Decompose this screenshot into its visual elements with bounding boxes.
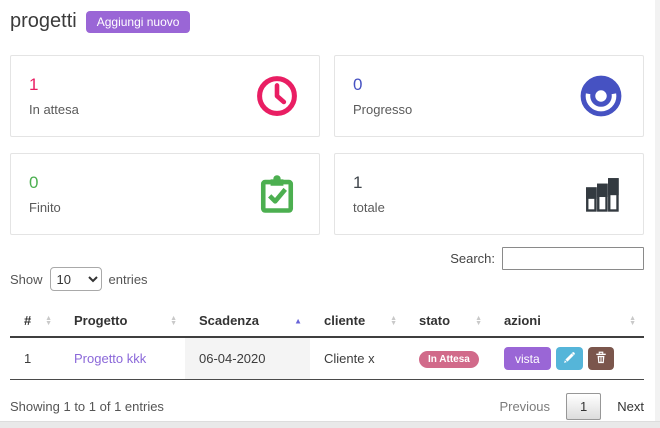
search-label: Search: — [450, 251, 495, 266]
stat-cards: 1 In attesa 0 Progresso — [10, 55, 644, 235]
trash-icon — [595, 351, 607, 367]
client-cell: Cliente x — [310, 337, 405, 380]
finished-label: Finito — [29, 200, 61, 215]
total-label: totale — [353, 200, 385, 215]
sort-icon: ▲ ▼ — [170, 314, 177, 327]
table-header-row: # ▲ ▼ Progetto ▲ ▼ Scadenza ▲ cliente ▲ ▼ s… — [10, 305, 644, 338]
sort-icon: ▲ ▼ — [475, 314, 482, 327]
sort-icon: ▲ ▼ — [629, 314, 636, 327]
row-index: 1 — [10, 337, 60, 380]
delete-button[interactable] — [587, 347, 614, 370]
stat-card-progress: 0 Progresso — [334, 55, 644, 137]
table-footer: Showing 1 to 1 of 1 entries Previous 1 N… — [10, 393, 644, 420]
stat-card-finished: 0 Finito — [10, 153, 320, 235]
page-length-select[interactable]: 10 — [49, 267, 102, 291]
project-link[interactable]: Progetto kkk — [74, 351, 147, 366]
deadline-cell: 06-04-2020 — [185, 337, 310, 380]
page-title: progetti — [10, 10, 77, 32]
finished-count: 0 — [29, 173, 39, 192]
column-header-scadenza[interactable]: Scadenza ▲ — [185, 305, 310, 338]
pencil-icon — [563, 351, 576, 367]
bar-chart-icon — [579, 172, 623, 216]
horizontal-scrollbar[interactable] — [0, 421, 660, 428]
pending-label: In attesa — [29, 102, 79, 117]
clock-icon — [255, 74, 299, 118]
column-header-cliente[interactable]: cliente ▲ ▼ — [310, 305, 405, 338]
projects-table: # ▲ ▼ Progetto ▲ ▼ Scadenza ▲ cliente ▲ ▼ s… — [10, 305, 644, 380]
page-length-control: Show 10 entries — [10, 267, 148, 291]
vertical-scrollbar[interactable] — [655, 0, 660, 421]
status-badge: In Attesa — [419, 350, 479, 368]
column-header-progetto[interactable]: Progetto ▲ ▼ — [60, 305, 185, 338]
previous-page-button[interactable]: Previous — [499, 399, 551, 414]
show-label: Show — [10, 271, 43, 287]
table-row: 1 Progetto kkk 06-04-2020 Cliente x In A… — [10, 337, 644, 380]
pagination: Previous 1 Next — [499, 393, 644, 420]
total-count: 1 — [353, 173, 363, 192]
sort-asc-icon: ▲ — [294, 316, 302, 325]
column-header-stato[interactable]: stato ▲ ▼ — [405, 305, 490, 338]
sort-icon: ▲ ▼ — [45, 314, 52, 327]
search-input[interactable] — [502, 247, 644, 270]
progress-circle-icon — [579, 74, 623, 118]
progress-count: 0 — [353, 75, 363, 94]
view-button[interactable]: vista — [504, 347, 551, 370]
stat-card-total: 1 totale — [334, 153, 644, 235]
pending-count: 1 — [29, 75, 39, 94]
entries-info: Showing 1 to 1 of 1 entries — [10, 399, 164, 414]
column-header-azioni[interactable]: azioni ▲ ▼ — [490, 305, 644, 338]
page-number-button[interactable]: 1 — [566, 393, 602, 420]
column-header-index[interactable]: # ▲ ▼ — [10, 305, 60, 338]
edit-button[interactable] — [555, 347, 583, 370]
entries-label: entries — [108, 271, 148, 287]
page-header: progetti Aggiungi nuovo — [10, 10, 644, 33]
search-control: Search: — [450, 247, 644, 270]
sort-icon: ▲ ▼ — [390, 314, 397, 327]
next-page-button[interactable]: Next — [617, 399, 644, 414]
actions-cell: vista — [490, 337, 644, 380]
clipboard-check-icon — [255, 172, 299, 216]
status-cell: In Attesa — [405, 337, 490, 380]
add-new-button[interactable]: Aggiungi nuovo — [85, 10, 191, 33]
stat-card-pending: 1 In attesa — [10, 55, 320, 137]
progress-label: Progresso — [353, 102, 413, 117]
table-controls: Search: Show 10 entries — [10, 247, 644, 291]
